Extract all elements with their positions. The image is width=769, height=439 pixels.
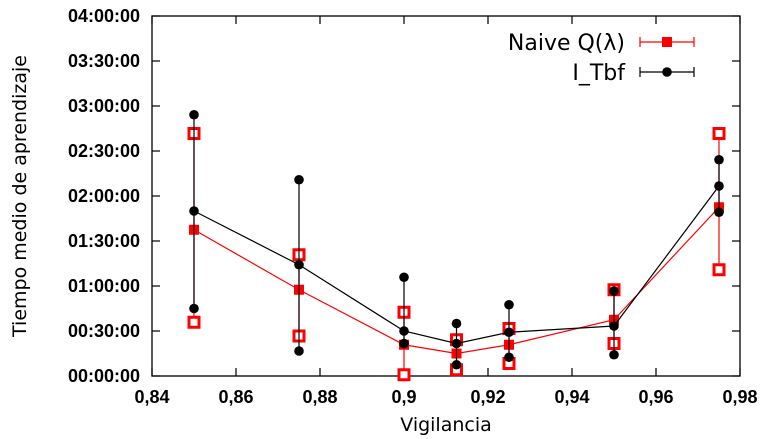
error-bar-cap — [712, 127, 726, 140]
error-bar-cap — [294, 174, 304, 185]
legend: Naive Q(λ) I_Tbf — [508, 31, 695, 86]
error-bar-cap — [714, 207, 724, 218]
y-tick-label: 04:00:00 — [68, 6, 140, 26]
data-point — [399, 326, 409, 336]
y-tick-label: 00:00:00 — [68, 366, 140, 386]
y-axis-label: Tiempo medio de aprendizaje — [9, 55, 31, 338]
error-bar-cap — [294, 346, 304, 356]
x-tick-label: 0,84 — [134, 387, 169, 407]
error-bar-cap — [609, 286, 619, 296]
error-bar-cap — [451, 359, 462, 370]
legend-label-i-tbf: I_Tbf — [572, 61, 626, 86]
legend-marker — [662, 67, 672, 77]
error-bar-cap — [451, 318, 462, 329]
x-tick-label: 0,86 — [218, 387, 253, 407]
error-bar-cap — [397, 368, 411, 382]
error-bar-cap — [399, 272, 409, 283]
data-point — [294, 259, 304, 270]
error-bar-cap — [504, 352, 514, 363]
x-tick-label: 0,98 — [722, 387, 757, 407]
series-i-tbf — [189, 109, 724, 370]
y-tick-label: 01:00:00 — [68, 276, 140, 296]
data-point — [714, 181, 724, 191]
error-bar-cap — [609, 349, 619, 360]
data-point — [451, 338, 462, 349]
plot-area: 0,84 0,86 0,88 0,9 0,92 0,94 0,96 0,98 00:00:00 0… — [68, 6, 758, 407]
legend-label-naive-q: Naive Q(λ) — [508, 31, 625, 56]
error-bar-cap — [189, 303, 199, 314]
error-bar-cap — [504, 299, 514, 310]
legend-marker — [662, 37, 672, 47]
plot-frame — [151, 15, 741, 377]
error-bar-cap — [714, 154, 724, 165]
x-tick-label: 0,88 — [302, 387, 337, 407]
y-tick-label: 02:30:00 — [68, 141, 140, 161]
data-point — [189, 206, 199, 216]
error-bar-cap — [187, 315, 201, 329]
error-bar-cap — [712, 263, 726, 277]
error-bar-cap — [399, 338, 409, 349]
y-tick-label: 01:30:00 — [68, 231, 140, 251]
x-tick-label: 0,92 — [470, 387, 505, 407]
y-tick-label: 02:00:00 — [68, 186, 140, 206]
x-tick-label: 0,94 — [554, 387, 589, 407]
data-point — [609, 321, 619, 331]
x-tick-label: 0,9 — [391, 387, 416, 407]
error-bar-cap — [189, 109, 199, 120]
x-axis-label: Vigilancia — [400, 414, 492, 436]
data-point — [504, 327, 514, 338]
y-tick-label: 03:30:00 — [68, 51, 140, 71]
x-tick-label: 0,96 — [638, 387, 673, 407]
y-tick-label: 00:30:00 — [68, 321, 140, 341]
y-tick-label: 03:00:00 — [68, 96, 140, 116]
